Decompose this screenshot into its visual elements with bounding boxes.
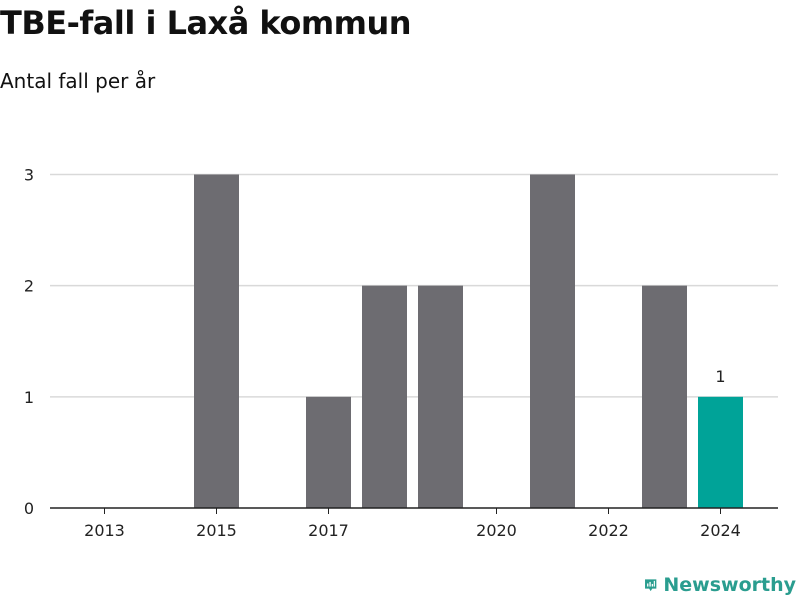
bar — [418, 285, 463, 508]
chart-subtitle: Antal fall per år — [0, 69, 156, 93]
bar — [306, 396, 351, 508]
newsworthy-logo-icon — [645, 579, 657, 592]
x-tick-label: 2015 — [196, 521, 237, 540]
highlight-bar — [698, 396, 743, 508]
bar — [530, 174, 575, 508]
brand-logo: Newsworthy — [644, 570, 796, 600]
bar — [194, 174, 239, 508]
x-tick-label: 2020 — [476, 521, 517, 540]
x-tick-label: 2013 — [84, 521, 125, 540]
data-label: 1 — [715, 367, 725, 386]
x-tick-label: 2024 — [700, 521, 741, 540]
y-tick-label: 1 — [24, 388, 34, 407]
x-tick-label: 2022 — [588, 521, 629, 540]
bars — [194, 174, 743, 508]
axes: 0 1 2 3 1 2013 2015 2017 2020 2022 2024 — [24, 165, 778, 540]
y-tick-label: 2 — [24, 277, 34, 296]
chart-title: TBE-fall i Laxå kommun — [0, 4, 412, 42]
x-tick-label: 2017 — [308, 521, 349, 540]
bar — [362, 285, 407, 508]
bar — [642, 285, 687, 508]
brand-name: Newsworthy — [663, 574, 796, 596]
y-tick-label: 0 — [24, 499, 34, 518]
y-tick-label: 3 — [24, 165, 34, 184]
